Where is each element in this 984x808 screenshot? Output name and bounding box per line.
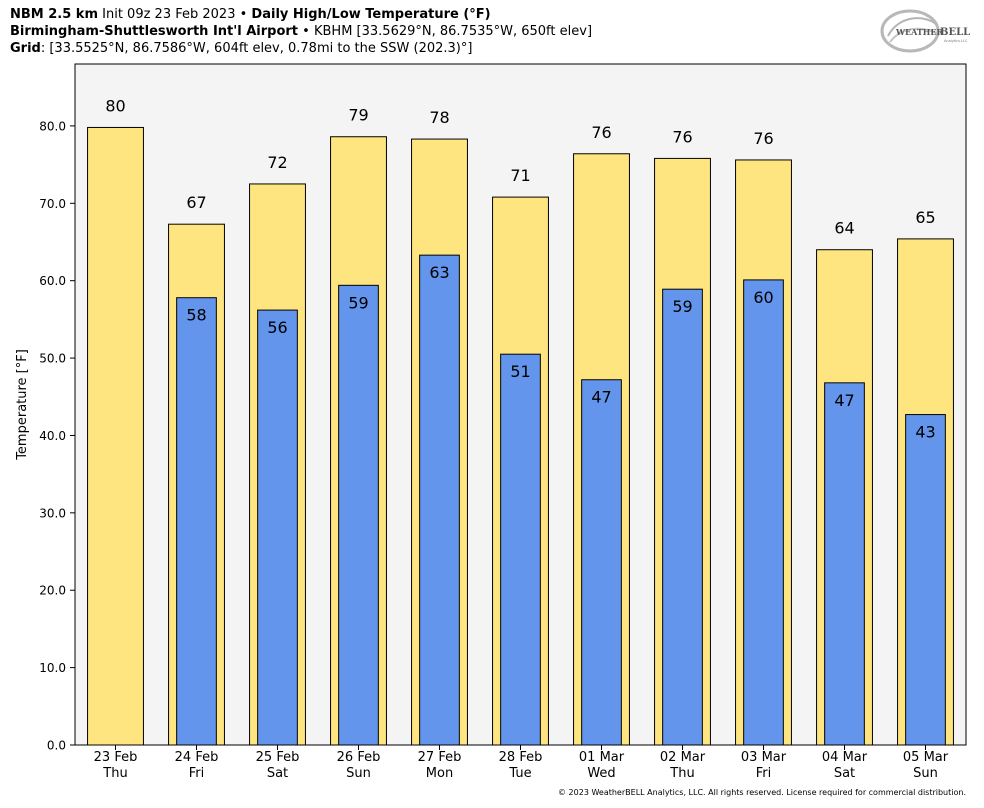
high-temp-value-label: 76 xyxy=(753,129,773,148)
x-tick-weekday: Fri xyxy=(189,766,205,781)
y-tick-label: 20.0 xyxy=(39,584,66,598)
logo-text-weather: WEATHER xyxy=(895,27,943,37)
low-temp-value-label: 59 xyxy=(672,297,692,316)
model-name: NBM 2.5 km xyxy=(10,7,98,22)
y-tick-label: 60.0 xyxy=(39,274,66,288)
x-tick-weekday: Thu xyxy=(669,766,694,781)
y-axis-label: Temperature [°F] xyxy=(15,349,30,461)
x-tick-weekday: Sun xyxy=(346,766,371,781)
high-temp-value-label: 67 xyxy=(186,193,206,212)
low-temp-value-label: 47 xyxy=(834,391,854,410)
low-temp-bar xyxy=(581,379,622,746)
y-tick-label: 0.0 xyxy=(47,739,66,753)
logo-text-bell: BELL xyxy=(940,27,970,38)
x-tick-date: 04 Mar xyxy=(822,750,868,765)
high-temp-value-label: 76 xyxy=(591,123,611,142)
y-tick-label: 10.0 xyxy=(39,661,66,675)
high-temp-value-label: 71 xyxy=(510,166,530,185)
low-temp-value-label: 51 xyxy=(510,362,530,381)
high-temp-value-label: 79 xyxy=(348,106,368,125)
high-temp-value-label: 76 xyxy=(672,127,692,146)
separator: • xyxy=(239,7,248,22)
x-tick-weekday: Wed xyxy=(587,766,615,781)
x-tick-weekday: Mon xyxy=(426,766,453,781)
x-tick-date: 26 Feb xyxy=(337,750,381,765)
low-temp-bar xyxy=(662,288,703,746)
x-tick-date: 27 Feb xyxy=(418,750,462,765)
low-temp-bar xyxy=(905,414,946,746)
separator: • xyxy=(302,24,310,39)
low-temp-value-label: 43 xyxy=(915,423,935,442)
low-temp-bar xyxy=(824,382,865,746)
low-temp-value-label: 58 xyxy=(186,306,206,325)
x-tick-date: 03 Mar xyxy=(741,750,787,765)
y-tick-label: 30.0 xyxy=(39,506,66,520)
y-tick-label: 50.0 xyxy=(39,352,66,366)
low-temp-bars xyxy=(176,254,946,746)
weatherbell-logo: WEATHER BELL Analytics LLC xyxy=(880,9,970,53)
high-temp-bar xyxy=(87,126,144,746)
x-tick-date: 05 Mar xyxy=(903,750,949,765)
grid-label: Grid xyxy=(10,41,41,56)
copyright-footer: © 2023 WeatherBELL Analytics, LLC. All r… xyxy=(558,788,966,797)
station-line: Birmingham-Shuttlesworth Int'l Airport •… xyxy=(10,24,592,40)
grid-line: Grid: [33.5525°N, 86.7586°W, 604ft elev,… xyxy=(10,41,472,57)
low-temp-value-label: 56 xyxy=(267,318,287,337)
x-tick-weekday: Sat xyxy=(834,766,855,781)
low-temp-labels: 58 56 59 63 51 47 59 60 47 43 xyxy=(186,263,935,441)
low-temp-bar xyxy=(419,254,460,746)
low-temp-bar xyxy=(500,353,541,746)
x-tick-date: 01 Mar xyxy=(579,750,625,765)
station-name: Birmingham-Shuttlesworth Int'l Airport xyxy=(10,24,299,39)
low-temp-bar xyxy=(176,297,217,746)
x-tick-weekday: Thu xyxy=(102,766,127,781)
low-temp-value-label: 63 xyxy=(429,263,449,282)
low-temp-bar xyxy=(257,309,298,746)
low-temp-value-label: 59 xyxy=(348,293,368,312)
x-tick-weekday: Sat xyxy=(267,766,288,781)
x-tick-weekday: Fri xyxy=(756,766,772,781)
high-temp-value-label: 72 xyxy=(267,153,287,172)
low-temp-value-label: 60 xyxy=(753,288,773,307)
y-tick-label: 80.0 xyxy=(39,119,66,133)
x-tick-weekday: Tue xyxy=(508,766,531,781)
y-tick-label: 40.0 xyxy=(39,429,66,443)
high-temp-value-label: 65 xyxy=(915,208,935,227)
y-tick-label: 70.0 xyxy=(39,197,66,211)
x-tick-weekday: Sun xyxy=(913,766,938,781)
init-time: Init 09z 23 Feb 2023 xyxy=(102,7,236,22)
x-tick-date: 24 Feb xyxy=(175,750,219,765)
x-tick-date: 23 Feb xyxy=(94,750,138,765)
temperature-chart: 80 67 72 79 78 71 76 76 76 64 65 58 56 59 63 51 47 59 60 4… xyxy=(15,63,967,781)
x-tick-date: 25 Feb xyxy=(256,750,300,765)
high-temp-value-label: 64 xyxy=(834,219,854,238)
logo-subtext: Analytics LLC xyxy=(944,39,968,43)
grid-info: : [33.5525°N, 86.7586°W, 604ft elev, 0.7… xyxy=(40,41,473,56)
chart-title-line: NBM 2.5 km Init 09z 23 Feb 2023 • Daily … xyxy=(10,7,491,23)
station-info: KBHM [33.5629°N, 86.7535°W, 650ft elev] xyxy=(313,24,593,39)
x-tick-date: 02 Mar xyxy=(660,750,706,765)
high-temp-labels: 80 67 72 79 78 71 76 76 76 64 65 xyxy=(105,96,935,237)
chart-title: Daily High/Low Temperature (°F) xyxy=(251,7,491,22)
y-axis: 0.0 10.0 20.0 30.0 40.0 50.0 60.0 70.0 80.0 xyxy=(39,119,75,753)
low-temp-bar xyxy=(743,279,784,746)
high-temp-value-label: 80 xyxy=(105,96,125,115)
x-tick-date: 28 Feb xyxy=(499,750,543,765)
high-temp-value-label: 78 xyxy=(429,108,449,127)
low-temp-value-label: 47 xyxy=(591,388,611,407)
low-temp-bar xyxy=(338,284,379,746)
